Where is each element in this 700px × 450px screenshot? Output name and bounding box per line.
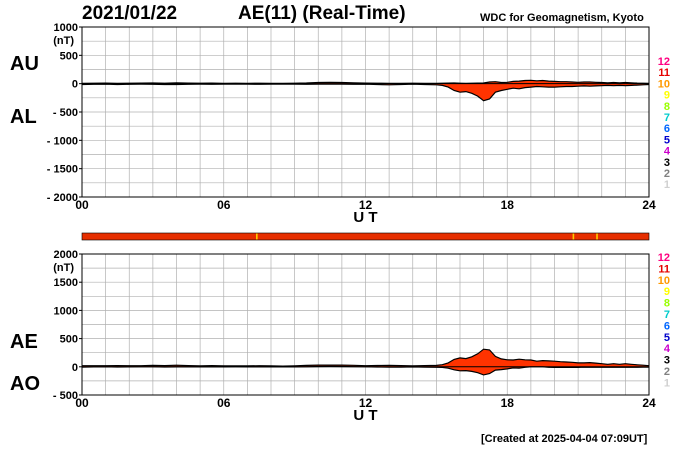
panel1-area-fill xyxy=(82,80,649,101)
panel1-xtick-label: 06 xyxy=(217,198,231,212)
panel2-ytick-label: 500 xyxy=(60,334,78,346)
panel2-station-count-label: 4 xyxy=(664,343,671,355)
panel2-series-label-ae: AE xyxy=(10,331,38,353)
panel1-series-au-line xyxy=(81,79,650,85)
panel1-station-count-label: 12 xyxy=(658,56,670,68)
panel2-series-ae-line xyxy=(82,348,650,367)
panel1-station-count-label: 3 xyxy=(664,157,670,169)
panel2-station-count-label: 9 xyxy=(664,286,670,298)
panel1-ytick-label: - 1500 xyxy=(47,164,78,176)
panel2-ytick-label: 1000 xyxy=(54,305,78,317)
coverage-bar xyxy=(81,232,650,241)
panel1-station-count-label: 8 xyxy=(664,101,670,113)
panel2-station-count-label: 5 xyxy=(664,332,670,344)
panel2-xaxis-label: U T xyxy=(353,407,377,424)
panel1-xtick-label: 00 xyxy=(75,198,89,212)
panel2-ytick-label: - 500 xyxy=(53,390,78,402)
panel2-xtick-label: 24 xyxy=(642,396,656,410)
panel1-station-count-label: 7 xyxy=(664,112,670,124)
panel2-station-count-label: 6 xyxy=(664,320,670,332)
panel1-ytick-label: 1000 xyxy=(54,22,78,34)
panel1-xtick-label: 24 xyxy=(642,198,656,212)
panel1-station-count-label: 5 xyxy=(664,134,670,146)
panel1-ytick-label: 0 xyxy=(72,79,78,91)
panel2-station-count-label: 8 xyxy=(664,298,670,310)
panel1-xtick-label: 12 xyxy=(359,198,373,212)
panel1-station-count-label: 4 xyxy=(664,146,671,158)
panel2-series-label-ao: AO xyxy=(10,373,40,395)
panel1-xaxis-label: U T xyxy=(353,209,377,226)
created-timestamp: [Created at 2025-04-04 07:09UT] xyxy=(481,433,648,445)
panel2-station-count-label: 2 xyxy=(664,366,670,378)
panel2-station-count-label: 3 xyxy=(664,355,670,367)
panel2-xtick-label: 18 xyxy=(501,396,515,410)
panel1-unit-label: (nT) xyxy=(53,35,74,47)
panel1-ytick-label: 500 xyxy=(60,50,78,62)
data-source-label: WDC for Geomagnetism, Kyoto xyxy=(480,12,644,24)
panel1-series-label-au: AU xyxy=(10,53,39,75)
panel1-series-label-al: AL xyxy=(10,106,37,128)
panel2-xtick-label: 12 xyxy=(359,396,373,410)
panel2-ytick-label: 0 xyxy=(72,362,78,374)
panel2-plot-frame xyxy=(81,253,650,396)
panel2-unit-label: (nT) xyxy=(53,262,74,274)
chart-title: AE(11) (Real-Time) xyxy=(238,3,406,24)
panel2-station-count-label: 1 xyxy=(664,377,670,389)
panel2-station-count-label: 12 xyxy=(658,252,670,264)
panel2-ytick-label: 1500 xyxy=(54,277,78,289)
panel2-ytick-label: 2000 xyxy=(54,249,78,261)
panel1-ytick-label: - 500 xyxy=(53,107,78,119)
panel2-station-count-label: 11 xyxy=(658,263,670,275)
panel2-xtick-label: 00 xyxy=(75,396,89,410)
coverage-marker xyxy=(256,233,258,240)
panel1-station-count-label: 9 xyxy=(664,90,670,102)
panel2-xtick-label: 06 xyxy=(217,396,231,410)
panel1-ytick-label: - 1000 xyxy=(47,135,78,147)
panel2-station-count-label: 10 xyxy=(658,275,670,287)
panel1-series-al-line xyxy=(81,83,650,102)
panel1-ytick-label: - 2000 xyxy=(47,192,78,204)
panel1-station-count-label: 10 xyxy=(658,78,670,90)
panel1-station-count-label: 11 xyxy=(658,67,670,79)
panel1-xtick-label: 18 xyxy=(501,198,515,212)
panel1-station-count-label: 1 xyxy=(664,179,670,191)
panel1-station-count-label: 6 xyxy=(664,123,670,135)
panel2-station-count-label: 7 xyxy=(664,309,670,321)
coverage-marker xyxy=(596,233,598,240)
coverage-marker xyxy=(572,233,575,240)
panel1-station-count-label: 2 xyxy=(664,168,670,180)
chart-date: 2021/01/22 xyxy=(82,3,178,24)
